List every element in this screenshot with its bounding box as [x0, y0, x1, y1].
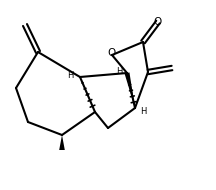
Polygon shape: [59, 135, 65, 150]
Text: O: O: [107, 48, 115, 58]
Text: H: H: [116, 66, 122, 75]
Text: O: O: [154, 17, 162, 27]
Text: H: H: [67, 70, 73, 79]
Text: H: H: [140, 108, 146, 116]
Polygon shape: [125, 72, 135, 108]
